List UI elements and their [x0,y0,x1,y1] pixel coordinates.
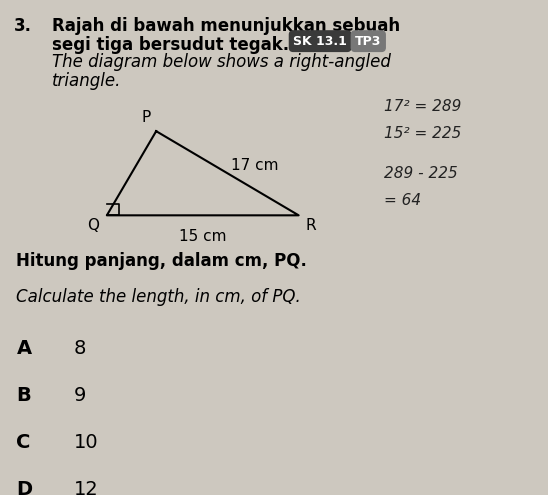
Text: 3.: 3. [14,17,32,35]
Text: Q: Q [87,218,99,233]
Text: R: R [305,218,316,233]
Text: Calculate the length, in cm, of PQ.: Calculate the length, in cm, of PQ. [16,288,301,306]
Text: A: A [16,339,32,358]
Text: D: D [16,480,32,495]
Text: Rajah di bawah menunjukkan sebuah: Rajah di bawah menunjukkan sebuah [52,17,400,35]
Text: 9: 9 [74,386,87,405]
Text: 15² = 225: 15² = 225 [384,126,461,141]
Text: 17² = 289: 17² = 289 [384,99,461,114]
Text: SK 13.1: SK 13.1 [293,35,347,48]
Text: Hitung panjang, dalam cm, PQ.: Hitung panjang, dalam cm, PQ. [16,252,307,270]
Text: segi tiga bersudut tegak.: segi tiga bersudut tegak. [52,36,289,53]
Text: 10: 10 [74,433,99,452]
Text: TP3: TP3 [355,35,381,48]
Text: B: B [16,386,31,405]
Text: C: C [16,433,31,452]
Text: The diagram below shows a right-angled: The diagram below shows a right-angled [52,53,391,71]
Text: = 64: = 64 [384,193,421,208]
Text: 289 - 225: 289 - 225 [384,166,458,181]
Text: 12: 12 [74,480,99,495]
Text: 15 cm: 15 cm [179,229,226,244]
Text: triangle.: triangle. [52,72,122,90]
Text: 17 cm: 17 cm [231,158,278,173]
Text: 8: 8 [74,339,87,358]
Text: P: P [141,110,151,125]
